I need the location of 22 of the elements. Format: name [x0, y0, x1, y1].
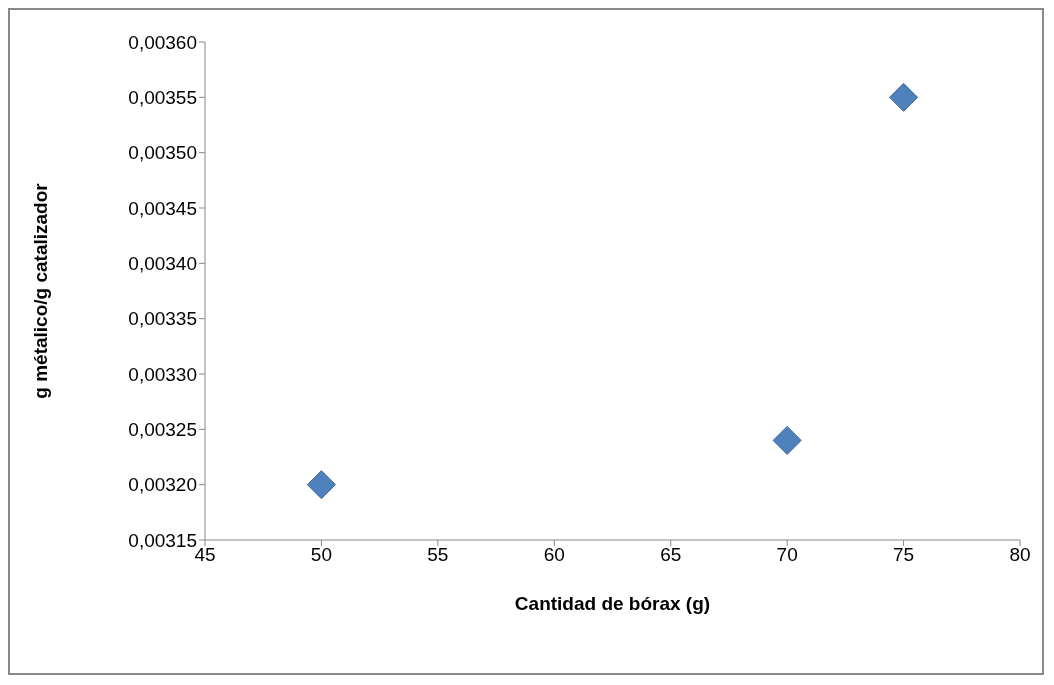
- y-tick-label: 0,00320: [128, 474, 197, 496]
- y-tick-label: 0,00340: [128, 253, 197, 275]
- x-tick-label: 65: [660, 544, 682, 566]
- x-tick-label: 80: [1009, 544, 1031, 566]
- x-tick-label: 75: [893, 544, 915, 566]
- point: [889, 82, 919, 112]
- x-axis-title: Cantidad de bórax (g): [514, 593, 711, 614]
- y-tick-label: 0,00335: [128, 308, 197, 330]
- y-tick-label: 0,00345: [128, 197, 197, 219]
- point: [306, 470, 336, 500]
- y-axis-title: g métalico/g catalizador: [29, 182, 51, 399]
- y-tick-label: 0,00350: [128, 142, 197, 164]
- point: [772, 425, 802, 455]
- y-tick-label: 0,00325: [128, 419, 197, 441]
- x-tick-label: 60: [543, 544, 565, 566]
- x-tick-label: 70: [776, 544, 798, 566]
- x-tick-label: 55: [427, 544, 449, 566]
- y-tick-label: 0,00355: [128, 87, 197, 109]
- y-tick-label: 0,00360: [128, 31, 197, 53]
- x-tick-label: 50: [310, 544, 332, 566]
- y-tick-label: 0,00330: [128, 363, 197, 385]
- y-tick-label: 0,00315: [128, 529, 197, 551]
